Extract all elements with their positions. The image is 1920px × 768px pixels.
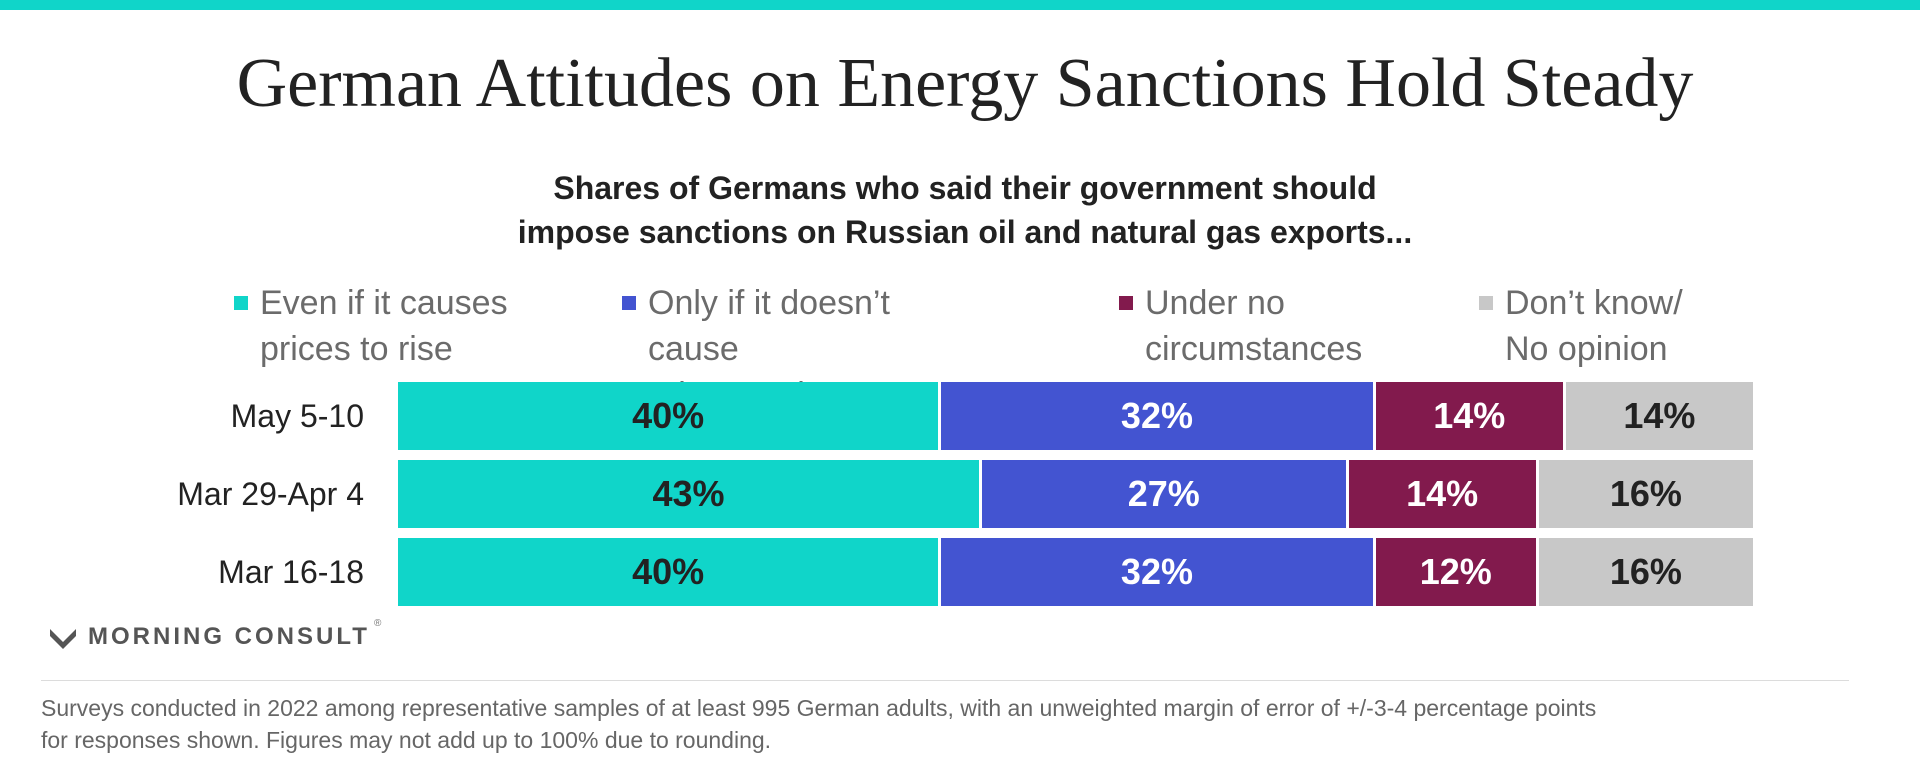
footnote-line-1: Surveys conducted in 2022 among represen… [41,695,1597,721]
row-label: May 5-10 [230,398,364,434]
legend-label: Even if it causes prices to rise [260,284,508,368]
logo-registered-mark: ® [374,618,382,629]
subtitle-line-2: impose sanctions on Russian oil and natu… [517,214,1413,250]
legend-swatch-gray [1479,296,1493,310]
legend-label: Don’t know/ No opinion [1505,284,1683,368]
subtitle-line-1: Shares of Germans who said their governm… [553,170,1377,206]
bar-segment-dont-know: 16% [1538,460,1753,528]
bar-segment-only-if-no-rise: 27% [981,460,1346,528]
bar-segment-only-if-no-rise: 32% [941,382,1373,450]
row-label: Mar 29-Apr 4 [177,476,364,512]
morning-consult-logo-icon [50,629,76,649]
legend-swatch-teal [234,296,248,310]
divider [41,680,1849,681]
bar-segment-even-if-rise: 40% [398,538,939,606]
top-accent-bar [0,0,1920,10]
legend-swatch-maroon [1119,296,1133,310]
bar-segment-even-if-rise: 43% [398,460,979,528]
footnote: Surveys conducted in 2022 among represen… [41,692,1861,756]
logo-text: MORNING CONSULT [88,623,370,650]
bar-segment-dont-know: 14% [1565,382,1753,450]
bar-segment-under-no-circumstances: 12% [1375,538,1536,606]
legend-swatch-blue [622,296,636,310]
chart-title: German Attitudes on Energy Sanctions Hol… [236,45,1694,122]
chart-subtitle: Shares of Germans who said their governm… [0,166,1920,254]
row-label: Mar 16-18 [218,554,364,590]
bar-segment-under-no-circumstances: 14% [1375,382,1563,450]
bar-segment-only-if-no-rise: 32% [941,538,1373,606]
legend-label: Under no circumstances [1145,284,1363,368]
bar-segment-under-no-circumstances: 14% [1348,460,1536,528]
footnote-line-2: for responses shown. Figures may not add… [41,727,772,753]
bar-segment-dont-know: 16% [1538,538,1753,606]
bar-segment-even-if-rise: 40% [398,382,939,450]
